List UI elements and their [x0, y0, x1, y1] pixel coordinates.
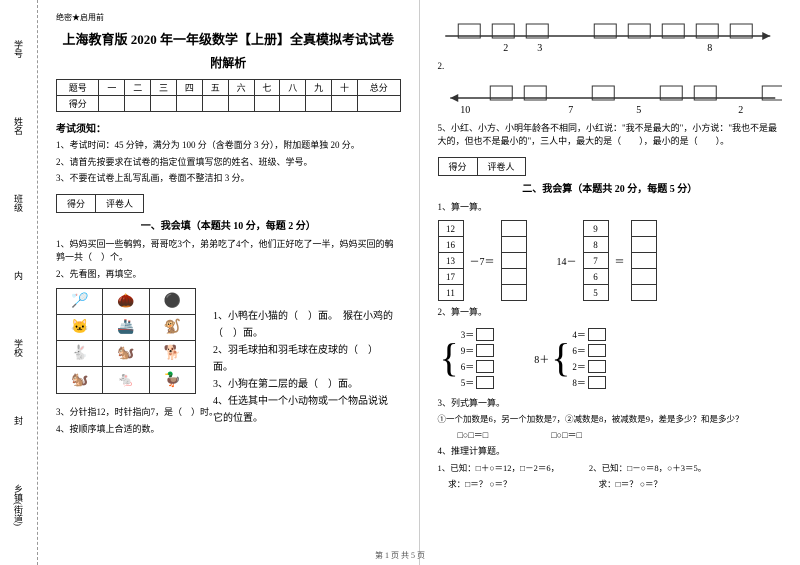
svg-text:7: 7: [568, 105, 573, 116]
page-footer: 第 1 页 共 5 页: [0, 550, 800, 561]
spine-label: 班级: [12, 194, 25, 212]
exam-subtitle: 附解析: [56, 54, 401, 71]
spine-label: 乡镇(街道): [12, 484, 25, 526]
svg-text:10: 10: [460, 105, 470, 116]
question-2: 2、先看图，再填空。: [56, 268, 401, 282]
notice-item: 1、考试时间：45 分钟，满分为 100 分（含卷面分 3 分），附加题单独 2…: [56, 139, 401, 153]
spine-sub: 内: [12, 271, 25, 280]
secret-label: 绝密★启用前: [56, 12, 401, 23]
svg-text:8: 8: [707, 43, 712, 54]
score-table: 题号一二三四五六七八九十总分 得分: [56, 79, 401, 112]
svg-text:2: 2: [503, 43, 508, 54]
spine-label: 学校: [12, 339, 25, 357]
left-column: 绝密★启用前 上海教育版 2020 年一年级数学【上册】全真模拟考试试卷 附解析…: [38, 0, 420, 565]
notice-item: 3、不要在试卷上乱写乱画，卷面不整洁扣 3 分。: [56, 172, 401, 186]
s2-q1: 1、算一算。: [438, 201, 783, 215]
notice-title: 考试须知：: [56, 120, 401, 135]
grade-box: 得分评卷人: [56, 194, 401, 213]
spine-label: 姓名: [12, 117, 25, 135]
s2-q4: 4、推理计算题。: [438, 445, 783, 459]
binding-spine: 学号 姓名 班级 内 学校 封 乡镇(街道): [0, 0, 38, 565]
svg-text:2: 2: [738, 105, 743, 116]
svg-text:5: 5: [636, 105, 641, 116]
s2-q3: 3、列式算一算。: [438, 397, 783, 411]
s2-q4b: 求：□＝？ ○＝？ 求：□＝？ ○＝？: [438, 478, 783, 491]
brace-row: { 3＝ 9＝ 6＝ 5＝ 8＋ { 4＝ 6＝ 2＝ 8＝: [438, 328, 783, 389]
notice-item: 2、请首先按要求在试卷的指定位置填写您的姓名、班级、学号。: [56, 156, 401, 170]
sub-questions: 1、小鸭在小猫的（ ）面。 猴在小鸡的（ ）面。 2、羽毛球拍和羽毛球在皮球的（…: [213, 308, 393, 427]
svg-text:3: 3: [537, 43, 542, 54]
spine-sub: 封: [12, 416, 25, 425]
section2-title: 二、我会算（本题共 20 分，每题 5 分）: [438, 180, 783, 195]
section1-title: 一、我会填（本题共 10 分，每题 2 分）: [56, 217, 401, 232]
s2-q3a: ①一个加数是6，另一个加数是7，②减数是8，被减数是9，差是多少？和是多少？: [438, 413, 783, 426]
number-line-1: 2 3 8: [438, 16, 783, 56]
numline2-label: 2.: [438, 60, 783, 74]
s2-q3b: □○□＝□ □○□＝□: [458, 429, 783, 443]
picture-grid: 🏸🌰⚫ 🐱🚢🐒 🐇🐿️🐕 🐿️🐁🦆: [56, 288, 196, 394]
question-1: 1、妈妈买回一些鹌鹑，哥哥吃3个，弟弟吃了4个，他们正好吃了一半，妈妈买回的鹌鹑…: [56, 238, 401, 265]
exam-title: 上海教育版 2020 年一年级数学【上册】全真模拟考试试卷: [56, 29, 401, 48]
question-5: 5、小红、小方、小明年龄各不相同，小红说："我不是最大的"，小方说："我也不是最…: [438, 122, 783, 149]
grade-box-2: 得分评卷人: [438, 157, 783, 176]
s2-q4a: 1、已知：□＋○＝12，□－2＝6， 2、已知：□－○＝8，○＋3＝5。: [438, 462, 783, 475]
calc-row: 1216131711 －7＝ 14－ 98765 ＝: [438, 220, 783, 300]
s2-q2: 2、算一算。: [438, 306, 783, 320]
number-line-2: 10 7 5 2: [438, 78, 783, 118]
spine-label: 学号: [12, 40, 25, 58]
right-column: 2 3 8 2. 10 7 5 2 5、小红: [420, 0, 800, 565]
